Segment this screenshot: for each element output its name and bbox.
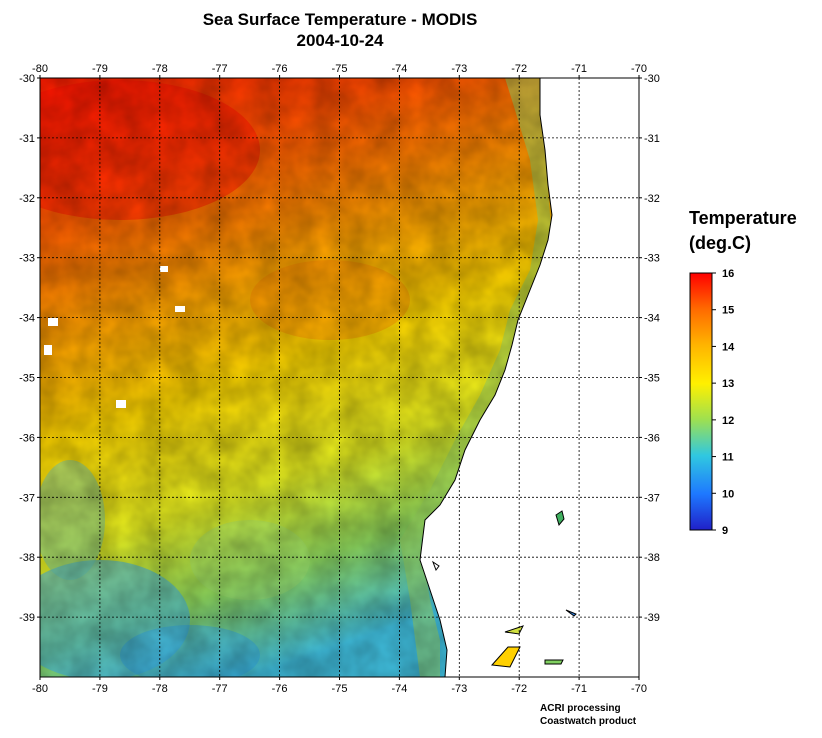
island — [504, 625, 524, 635]
lon-tick-label: -75 — [332, 683, 348, 695]
lon-tick-label: -80 — [32, 683, 48, 695]
lon-tick-label: -73 — [451, 683, 467, 695]
legend-tick-label: 12 — [722, 415, 734, 427]
island — [544, 659, 564, 665]
lon-tick-label: -75 — [332, 63, 348, 75]
lon-tick-label: -80 — [32, 63, 48, 75]
legend-tick-label: 14 — [722, 341, 735, 353]
legend-tick-label: 13 — [722, 378, 734, 390]
lat-tick-label: -31 — [19, 133, 35, 145]
lat-tick-label: -32 — [19, 193, 35, 205]
lat-tick-label: -31 — [644, 133, 660, 145]
lat-tick-label: -30 — [644, 73, 660, 85]
lon-tick-label: -71 — [571, 63, 587, 75]
cloud-gap — [116, 400, 126, 408]
lon-labels-bottom: -80 -79 -78 -77 -76 -75 -74 -73 -72 -71 -70 — [32, 677, 647, 695]
lat-tick-label: -33 — [19, 253, 35, 265]
sst-field — [40, 78, 639, 677]
lat-tick-label: -32 — [644, 193, 660, 205]
lat-tick-label: -36 — [644, 432, 660, 444]
lon-tick-label: -74 — [391, 63, 407, 75]
lon-tick-label: -78 — [152, 63, 168, 75]
lon-tick-label: -77 — [212, 683, 228, 695]
island — [555, 510, 565, 527]
lon-tick-label: -71 — [571, 683, 587, 695]
legend-tick-label: 16 — [722, 268, 734, 280]
lon-tick-label: -77 — [212, 63, 228, 75]
lon-tick-label: -76 — [272, 63, 288, 75]
lon-tick-label: -76 — [272, 683, 288, 695]
legend-tick-label: 9 — [722, 525, 728, 537]
lon-tick-label: -73 — [451, 63, 467, 75]
map-title: Sea Surface Temperature - MODIS — [202, 10, 478, 29]
lat-tick-label: -37 — [644, 492, 660, 504]
lat-tick-label: -34 — [644, 313, 660, 325]
legend-colorbar — [689, 272, 713, 531]
lat-tick-label: -35 — [644, 373, 660, 385]
lon-tick-label: -74 — [391, 683, 407, 695]
lat-tick-label: -33 — [644, 253, 660, 265]
cloud-gap — [48, 318, 58, 326]
lon-tick-label: -70 — [631, 63, 647, 75]
island — [431, 560, 440, 572]
legend-tick-label: 10 — [722, 488, 734, 500]
cloud-gap — [175, 306, 185, 312]
legend-unit: (deg.C) — [689, 233, 751, 253]
legend-tick-labels: 16 15 14 13 12 11 10 9 — [712, 268, 735, 537]
island — [565, 609, 577, 617]
lon-tick-label: -70 — [631, 683, 647, 695]
legend-tick-label: 11 — [722, 452, 734, 464]
lat-tick-label: -39 — [644, 612, 660, 624]
lat-tick-label: -34 — [19, 313, 35, 325]
lon-tick-label: -72 — [511, 63, 527, 75]
cloud-gap — [160, 266, 168, 272]
cloud-gap — [44, 345, 52, 355]
lat-tick-label: -38 — [644, 552, 660, 564]
credit-product: Coastwatch product — [540, 716, 637, 727]
lat-labels-left: -30 -31 -32 -33 -34 -35 -36 -37 -38 -39 — [19, 73, 40, 624]
lon-tick-label: -79 — [92, 63, 108, 75]
lat-tick-label: -35 — [19, 373, 35, 385]
lon-tick-label: -78 — [152, 683, 168, 695]
lon-tick-label: -79 — [92, 683, 108, 695]
credit-processing: ACRI processing — [540, 703, 621, 714]
lat-tick-label: -38 — [19, 552, 35, 564]
lat-tick-label: -37 — [19, 492, 35, 504]
legend-title: Temperature — [689, 208, 797, 228]
lat-tick-label: -36 — [19, 432, 35, 444]
island — [490, 646, 521, 668]
legend-tick-label: 15 — [722, 305, 734, 317]
lon-labels-top: -80 -79 -78 -77 -76 -75 -74 -73 -72 -71 -70 — [32, 63, 647, 78]
lat-tick-label: -30 — [19, 73, 35, 85]
lon-tick-label: -72 — [511, 683, 527, 695]
map-date: 2004-10-24 — [296, 31, 384, 50]
lat-labels-right: -30 -31 -32 -33 -34 -35 -36 -37 -38 -39 — [639, 73, 660, 624]
lat-tick-label: -39 — [19, 612, 35, 624]
